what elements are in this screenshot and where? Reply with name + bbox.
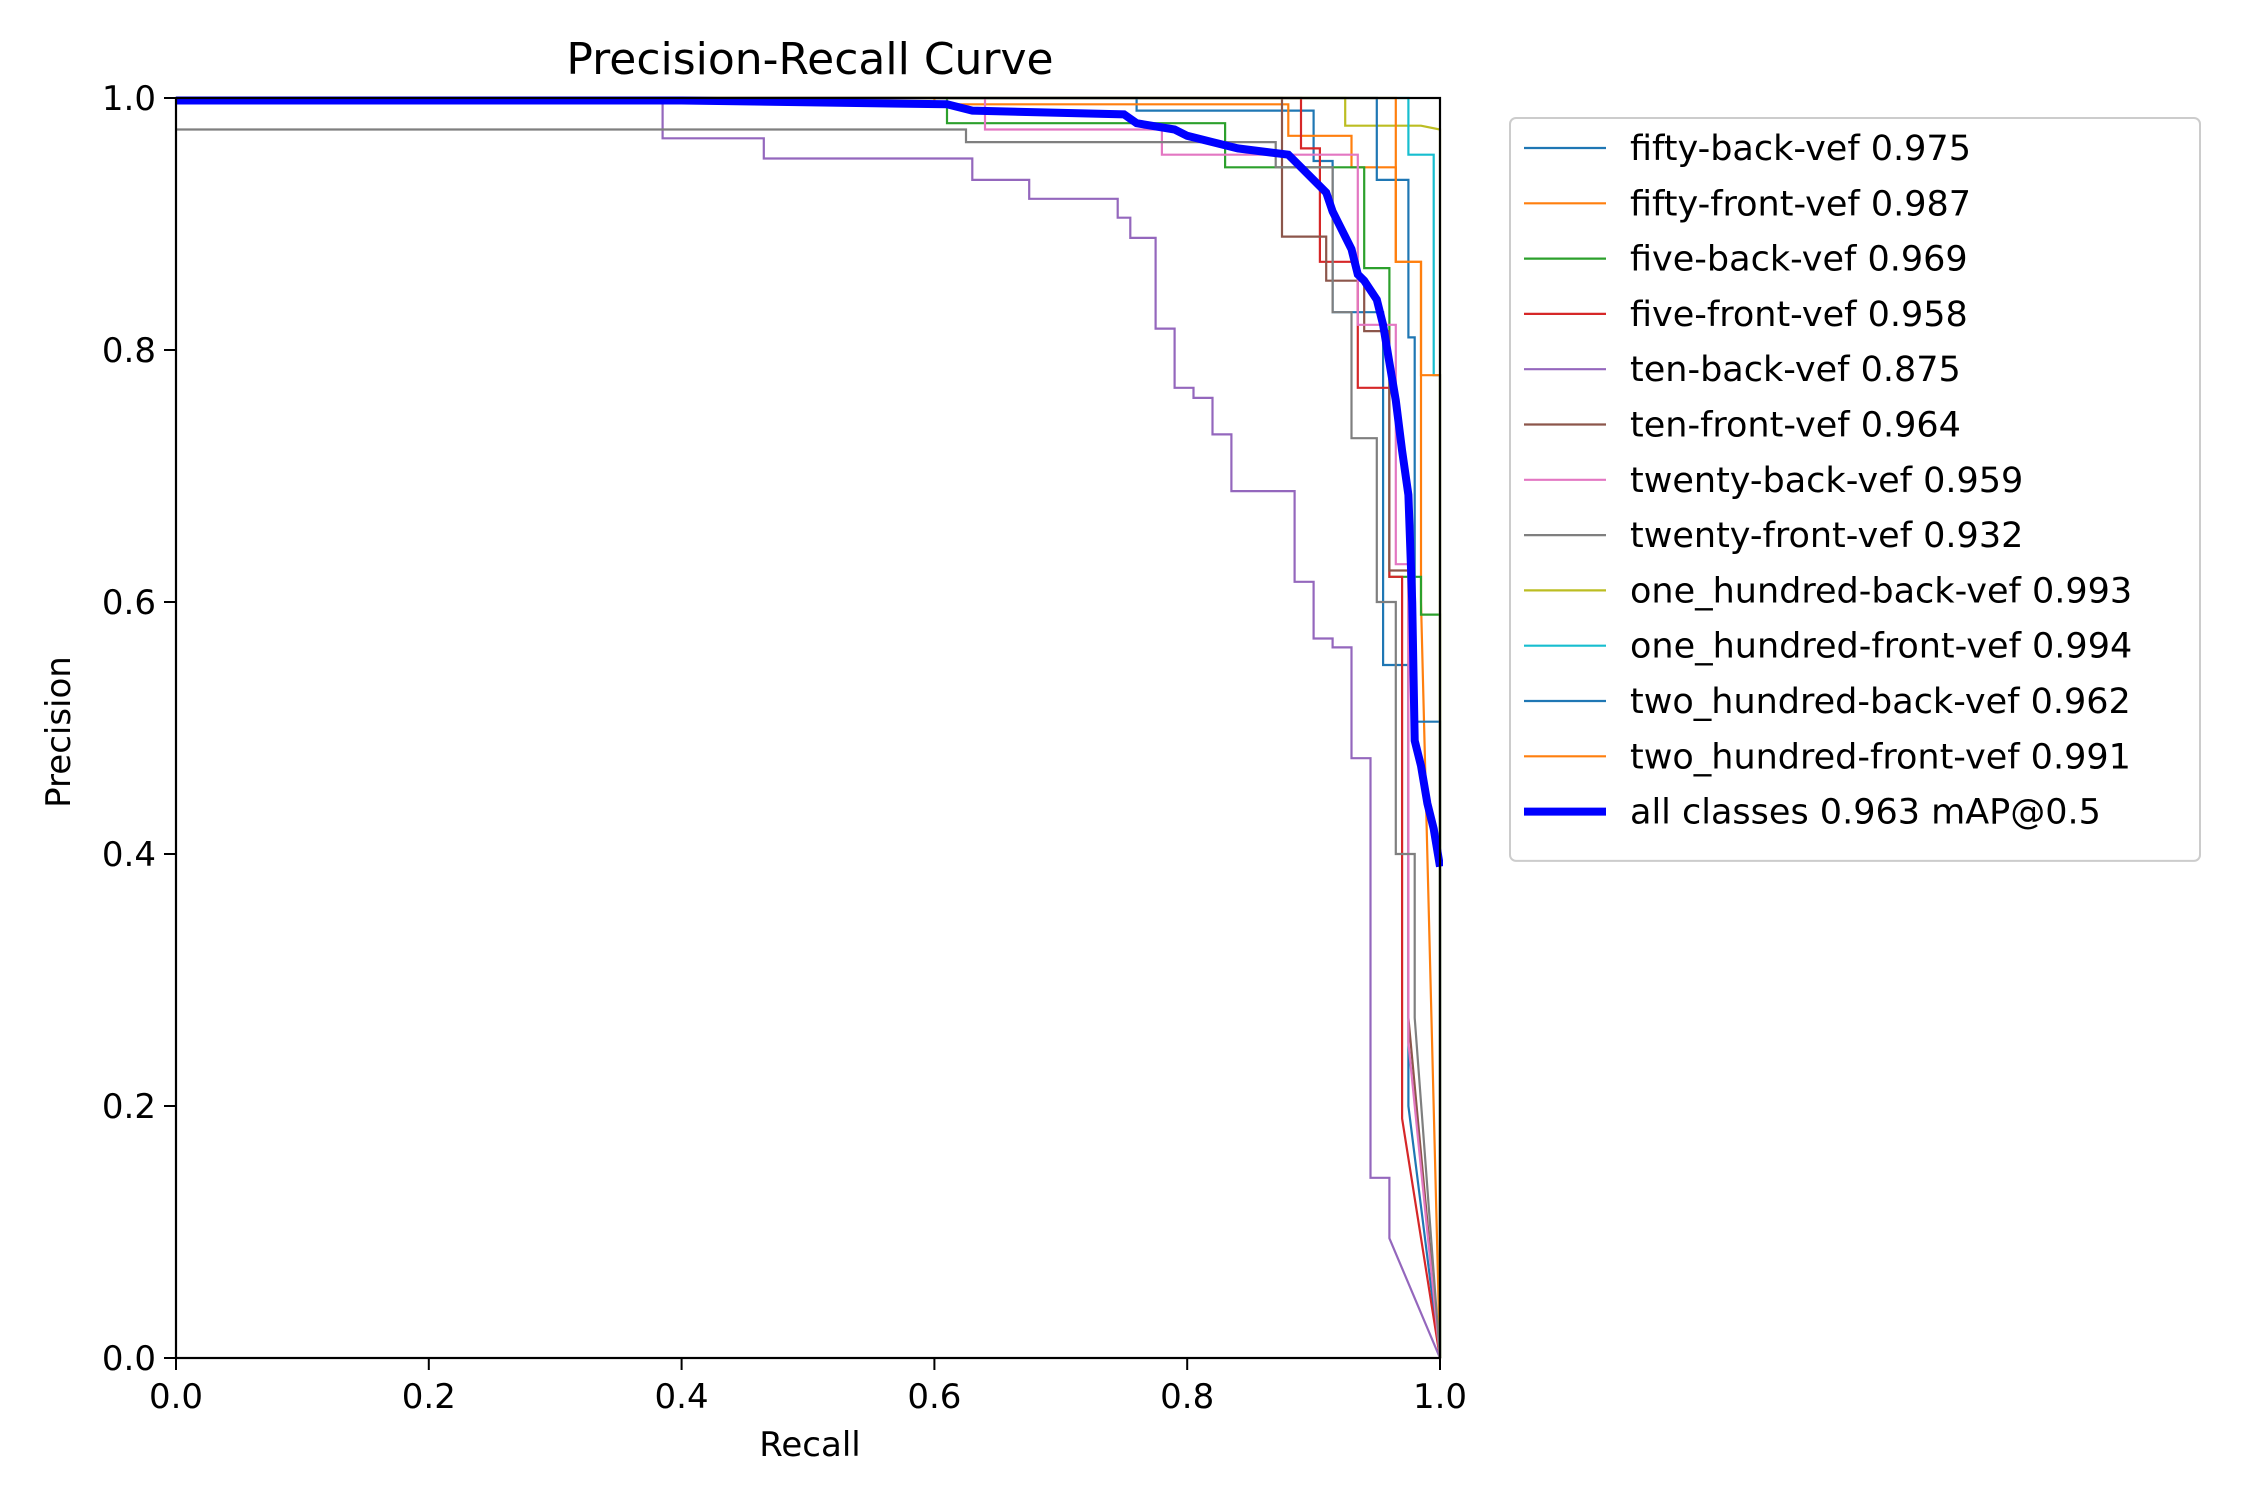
y-tick-label: 0.0 [102,1339,156,1379]
x-axis-label: Recall [759,1425,860,1465]
x-tick-label: 0.2 [402,1377,456,1417]
legend-entry: two_hundred-front-vef 0.991 [1630,737,2131,777]
series-line-0 [176,96,1442,1359]
legend-entry: five-back-vef 0.969 [1630,240,1968,280]
series-line-1 [176,96,1442,1359]
y-axis-label: Precision [39,656,79,808]
series-line-2 [176,96,1442,1358]
y-tick-label: 0.4 [102,835,156,875]
series-line-7 [176,128,1442,1359]
legend-entry: twenty-front-vef 0.932 [1630,516,2023,556]
x-tick-label: 0.0 [149,1377,203,1417]
legend-entry: two_hundred-back-vef 0.962 [1630,682,2131,722]
legend-entry: ten-front-vef 0.964 [1630,406,1961,446]
y-tick-label: 0.2 [102,1087,156,1127]
x-tick-label: 0.4 [655,1377,709,1417]
x-axis-ticks: 0.0 0.2 0.4 0.6 0.8 1.0 [149,1358,1467,1417]
series-line-9 [176,96,1442,1358]
series-line-3 [176,96,1442,1359]
y-tick-label: 0.8 [102,331,156,371]
x-tick-label: 0.6 [907,1377,961,1417]
plot-area [174,96,1443,1360]
legend-box [1509,117,2201,862]
legend-entry: all classes 0.963 mAP@0.5 [1630,793,2101,833]
series-line-12 [176,96,1443,868]
legend-entry: fifty-back-vef 0.975 [1630,129,1971,169]
legend-entry: fifty-front-vef 0.987 [1630,184,1971,224]
legend-entry: one_hundred-back-vef 0.993 [1630,571,2132,611]
chart-title: Precision-Recall Curve [566,34,1053,85]
y-axis-ticks: 0.0 0.2 0.4 0.6 0.8 1.0 [102,79,176,1379]
series-line-8 [176,96,1442,1358]
plot-frame [174,96,1442,1360]
legend-entry: ten-back-vef 0.875 [1630,350,1961,390]
x-tick-label: 0.8 [1160,1377,1214,1417]
legend: fifty-back-vef 0.975 fifty-front-vef 0.98… [1509,117,2201,862]
legend-entry: one_hundred-front-vef 0.994 [1630,627,2132,667]
y-tick-label: 1.0 [102,79,156,119]
series-line-6 [176,96,1442,1359]
legend-entry: five-front-vef 0.958 [1630,295,1968,335]
y-tick-label: 0.6 [102,583,156,623]
series-line-11 [176,96,1442,1358]
x-tick-label: 1.0 [1413,1377,1467,1417]
legend-entry: twenty-back-vef 0.959 [1630,461,2023,501]
series-line-5 [176,96,1442,1359]
series-line-4 [176,96,1442,1359]
series-line-10 [176,96,1442,1358]
